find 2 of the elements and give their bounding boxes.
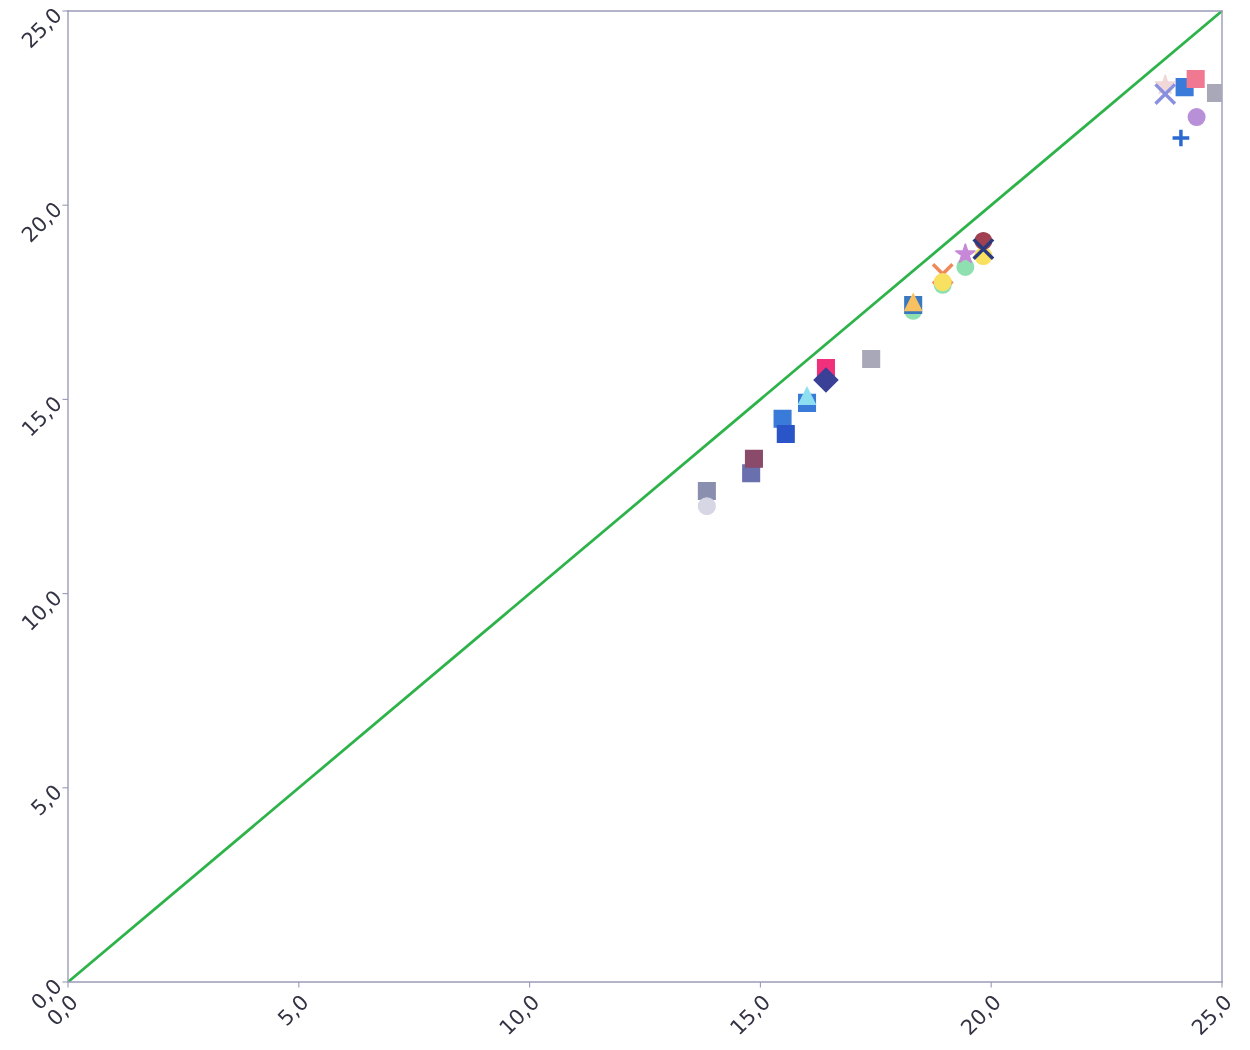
x-tick-label: 5,0 [276, 993, 311, 1028]
y-tick-label: 5,0 [29, 783, 64, 818]
